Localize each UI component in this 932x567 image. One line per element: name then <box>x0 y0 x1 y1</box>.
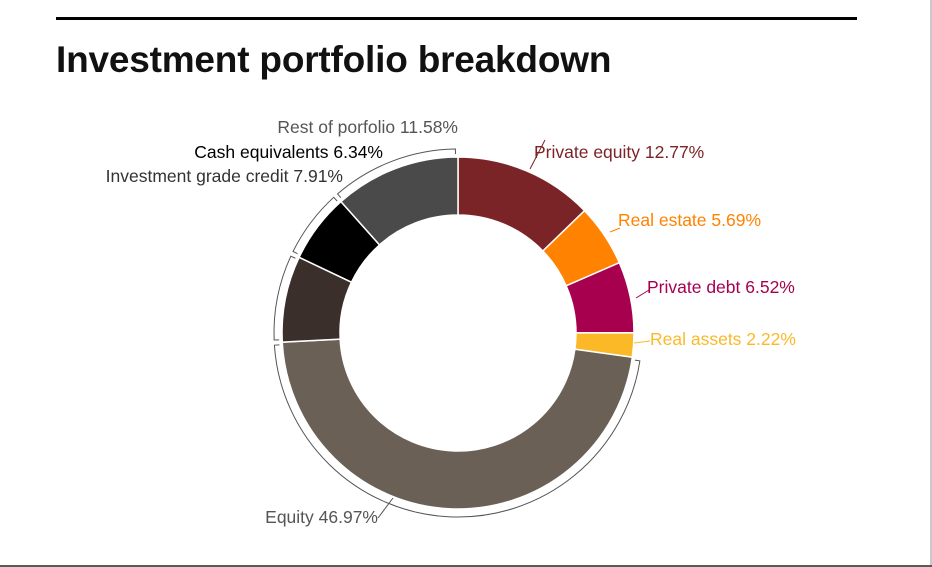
label-rest-of-porfolio: Rest of porfolio 11.58% <box>277 117 458 137</box>
bracket-rest-of-porfolio <box>336 148 457 199</box>
label-private-debt: Private debt 6.52% <box>647 277 795 297</box>
chart-title: Investment portfolio breakdown <box>56 39 612 80</box>
label-cash-equivalents: Cash equivalents 6.34% <box>194 142 383 162</box>
bracket-investment-grade-credit <box>273 255 296 341</box>
top-rule <box>56 17 857 20</box>
bracket-cash-equivalents <box>292 196 338 255</box>
slice-labels: Private equity 12.77% Real estate 5.69% Pr… <box>106 117 796 527</box>
label-equity: Equity 46.97% <box>265 507 378 527</box>
leader-private-equity <box>529 139 546 170</box>
slice-rest-of-porfolio <box>339 156 459 246</box>
leader-real-assets <box>633 340 651 344</box>
label-real-estate: Real estate 5.69% <box>618 210 761 230</box>
label-investment-grade-credit: Investment grade credit 7.91% <box>106 166 343 186</box>
bracket-equity <box>273 344 641 518</box>
donut-slices <box>281 156 635 510</box>
leader-real-estate <box>609 227 621 233</box>
label-private-equity: Private equity 12.77% <box>534 142 704 162</box>
label-leaders <box>273 139 651 519</box>
leader-equity <box>377 497 394 519</box>
leader-private-debt <box>635 289 650 299</box>
right-border <box>930 0 932 567</box>
slice-equity <box>281 338 634 510</box>
bottom-border <box>0 565 932 567</box>
label-real-assets: Real assets 2.22% <box>650 329 796 349</box>
